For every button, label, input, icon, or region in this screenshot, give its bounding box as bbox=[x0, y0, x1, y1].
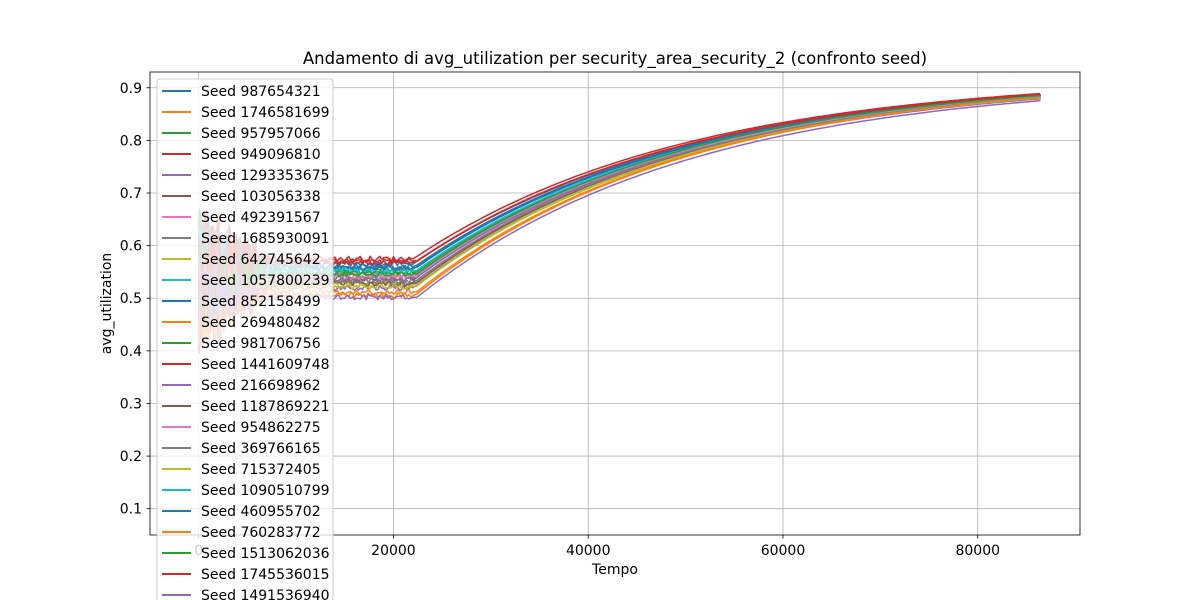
legend-label: Seed 957957066 bbox=[201, 126, 321, 142]
legend-label: Seed 981706756 bbox=[201, 336, 321, 352]
legend-label: Seed 852158499 bbox=[201, 294, 321, 310]
y-tick-label: 0.5 bbox=[120, 291, 142, 307]
legend-label: Seed 642745642 bbox=[201, 252, 321, 268]
legend-label: Seed 954862275 bbox=[201, 420, 321, 436]
legend-label: Seed 492391567 bbox=[201, 210, 321, 226]
axis-ticks: 0200004000060000800000.10.20.30.40.50.60… bbox=[120, 81, 1000, 559]
legend-label: Seed 949096810 bbox=[201, 147, 321, 163]
legend: Seed 987654321 Seed 1746581699 Seed 957957… bbox=[156, 78, 334, 600]
x-tick-label: 40000 bbox=[566, 543, 611, 559]
legend-label: Seed 216698962 bbox=[201, 378, 321, 394]
x-tick-label: 80000 bbox=[955, 543, 1000, 559]
legend-label: Seed 1685930091 bbox=[201, 231, 330, 247]
legend-label: Seed 715372405 bbox=[201, 462, 321, 478]
y-tick-label: 0.7 bbox=[120, 186, 142, 202]
y-tick-label: 0.1 bbox=[120, 502, 142, 518]
plot-frame bbox=[149, 71, 1081, 536]
legend-label: Seed 987654321 bbox=[201, 84, 321, 100]
legend-label: Seed 1513062036 bbox=[201, 546, 330, 562]
series-lines bbox=[197, 92, 1041, 354]
legend-label: Seed 1187869221 bbox=[201, 399, 330, 415]
legend-label: Seed 1441609748 bbox=[201, 357, 330, 373]
legend-label: Seed 1090510799 bbox=[201, 483, 330, 499]
legend-label: Seed 269480482 bbox=[201, 315, 321, 331]
x-tick-label: 60000 bbox=[761, 543, 806, 559]
y-tick-label: 0.2 bbox=[120, 449, 142, 465]
legend-label: Seed 1745536015 bbox=[201, 567, 330, 583]
y-axis-label: avg_utilization bbox=[99, 253, 115, 355]
legend-label: Seed 369766165 bbox=[201, 441, 321, 457]
y-tick-label: 0.3 bbox=[120, 396, 142, 412]
legend-label: Seed 760283772 bbox=[201, 525, 321, 541]
chart-title: Andamento di avg_utilization per securit… bbox=[303, 49, 927, 69]
legend-label: Seed 1491536940 bbox=[201, 588, 330, 600]
legend-label: Seed 460955702 bbox=[201, 504, 321, 520]
x-tick-label: 20000 bbox=[371, 543, 416, 559]
y-tick-label: 0.9 bbox=[120, 81, 142, 97]
y-tick-label: 0.8 bbox=[120, 133, 142, 149]
legend-label: Seed 1293353675 bbox=[201, 168, 330, 184]
legend-label: Seed 1057800239 bbox=[201, 273, 330, 289]
legend-label: Seed 1746581699 bbox=[201, 105, 330, 121]
legend-box bbox=[156, 78, 334, 600]
y-tick-label: 0.6 bbox=[120, 239, 142, 255]
legend-label: Seed 103056338 bbox=[201, 189, 321, 205]
x-axis-label: Tempo bbox=[591, 562, 638, 578]
y-tick-label: 0.4 bbox=[120, 344, 142, 360]
